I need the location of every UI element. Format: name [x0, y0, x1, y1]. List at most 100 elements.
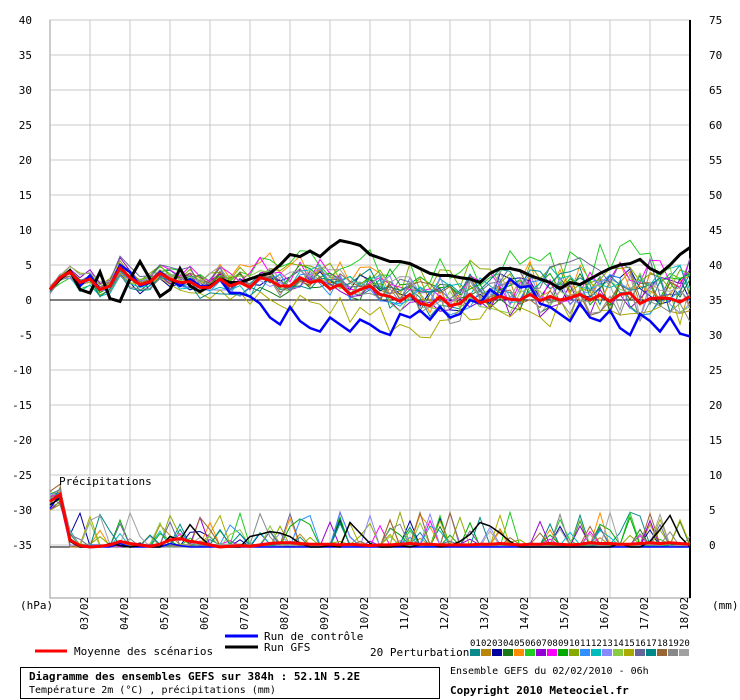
ensemble-temp-line	[49, 262, 691, 317]
date-label: 15/02	[558, 597, 571, 630]
chart-subtitle: Température 2m (°C) , précipitations (mm…	[29, 685, 276, 696]
left-tick-label: -5	[19, 329, 32, 342]
ensemble-temp-line	[49, 270, 691, 339]
ensemble-color-swatch	[646, 649, 656, 656]
right-tick-label: 25	[709, 364, 722, 377]
left-tick-label: 0	[25, 294, 32, 307]
left-tick-label: -35	[12, 539, 32, 552]
ensemble-color-legend: 01 02 03 04 05 06 07 08 09 10 11 12 13 14 15 16 17 18 19 20	[470, 639, 690, 656]
x-axis: 03/02 04/02 05/02 06/02 07/02 08/02 09/02 10/02…	[78, 597, 691, 630]
copyright: Copyright 2010 Meteociel.fr	[450, 684, 629, 697]
date-label: 14/02	[518, 597, 531, 630]
right-tick-label: 50	[709, 189, 722, 202]
mean-precipitation-line	[49, 491, 691, 549]
right-tick-label: 10	[709, 469, 722, 482]
ensemble-code: 19	[668, 639, 679, 649]
right-tick-label: 45	[709, 224, 722, 237]
date-label: 12/02	[438, 597, 451, 630]
ensemble-color-swatch	[635, 649, 645, 656]
legend-mean-label: Moyenne des scénarios	[74, 645, 213, 658]
left-tick-label: 35	[19, 49, 32, 62]
ensemble-code: 08	[547, 639, 558, 649]
left-tick-label: -10	[12, 364, 32, 377]
right-tick-label: 15	[709, 434, 722, 447]
precip-label: Précipitations	[59, 475, 152, 488]
ensemble-color-swatch	[558, 649, 568, 656]
right-tick-label: 60	[709, 119, 722, 132]
ensemble-code: 05	[514, 639, 525, 649]
right-tick-label: 0	[709, 539, 716, 552]
right-tick-label: 30	[709, 329, 722, 342]
ensemble-code: 07	[536, 639, 547, 649]
ensemble-code: 16	[635, 639, 646, 649]
ensemble-code: 15	[624, 639, 635, 649]
right-tick-label: 55	[709, 154, 722, 167]
gfs-temperature-line	[48, 238, 691, 304]
left-tick-label: 10	[19, 224, 32, 237]
grid	[49, 19, 691, 599]
ensemble-temp-line	[49, 267, 691, 315]
right-tick-label: 5	[709, 504, 716, 517]
left-tick-label: 20	[19, 154, 32, 167]
date-label: 17/02	[638, 597, 651, 630]
ensemble-color-swatch	[492, 649, 502, 656]
ensemble-code: 20	[679, 639, 690, 649]
left-tick-label: 15	[19, 189, 32, 202]
date-label: 04/02	[118, 597, 131, 630]
ensemble-code: 11	[580, 639, 591, 649]
ensemble-code: 01	[470, 639, 481, 649]
date-label: 13/02	[478, 597, 491, 630]
left-axis-unit: (hPa)	[20, 599, 53, 612]
ensemble-color-swatch	[547, 649, 557, 656]
ensemble-label: 20 Perturbations	[370, 646, 476, 659]
left-tick-label: -20	[12, 434, 32, 447]
ensemble-code: 12	[591, 639, 602, 649]
ensemble-temp-line	[49, 252, 691, 314]
main-series-lines	[48, 238, 691, 549]
ensemble-color-swatch	[602, 649, 612, 656]
left-tick-label: 40	[19, 14, 32, 27]
run-date: Ensemble GEFS du 02/02/2010 - 06h	[450, 666, 649, 677]
legend-control-label: Run de contrôle	[264, 630, 363, 643]
date-label: 03/02	[78, 597, 91, 630]
ensemble-color-swatch	[613, 649, 623, 656]
left-tick-label: 30	[19, 84, 32, 97]
right-tick-label: 35	[709, 294, 722, 307]
date-label: 05/02	[158, 597, 171, 630]
ensemble-color-swatch	[668, 649, 678, 656]
legend-gfs-label: Run GFS	[264, 641, 310, 654]
ensemble-temp-line	[49, 263, 691, 316]
ensemble-code: 17	[646, 639, 657, 649]
ensemble-code: 14	[613, 639, 624, 649]
ensemble-code: 09	[558, 639, 569, 649]
left-axis: 40 35 30 25 20 15 10 5 0 -5 -10 -15 -20 -25 -30 -35	[12, 14, 32, 552]
date-label: 18/02	[678, 597, 691, 630]
ensemble-code: 06	[525, 639, 536, 649]
right-tick-label: 65	[709, 84, 722, 97]
ensemble-code: 04	[503, 639, 514, 649]
date-label: 16/02	[598, 597, 611, 630]
mean-temperature-line	[48, 265, 691, 308]
ensemble-code: 13	[602, 639, 613, 649]
ensemble-color-swatch	[591, 649, 601, 656]
date-label: 11/02	[398, 597, 411, 630]
date-label: 10/02	[358, 597, 371, 630]
right-tick-label: 20	[709, 399, 722, 412]
left-tick-label: -30	[12, 504, 32, 517]
date-label: 06/02	[198, 597, 211, 630]
left-tick-label: 25	[19, 119, 32, 132]
ensemble-color-swatch	[470, 649, 480, 656]
ensemble-color-swatch	[679, 649, 689, 656]
date-label: 08/02	[278, 597, 291, 630]
left-tick-label: -15	[12, 399, 32, 412]
gfs-precipitation-line	[49, 496, 691, 548]
ensemble-color-swatch	[503, 649, 513, 656]
left-tick-label: 5	[25, 259, 32, 272]
ensemble-code: 18	[657, 639, 668, 649]
right-tick-label: 75	[709, 14, 722, 27]
date-label: 07/02	[238, 597, 251, 630]
info-box: Diagramme des ensembles GEFS sur 384h : …	[20, 667, 440, 699]
ensemble-code: 02	[481, 639, 492, 649]
ensemble-code: 10	[569, 639, 580, 649]
